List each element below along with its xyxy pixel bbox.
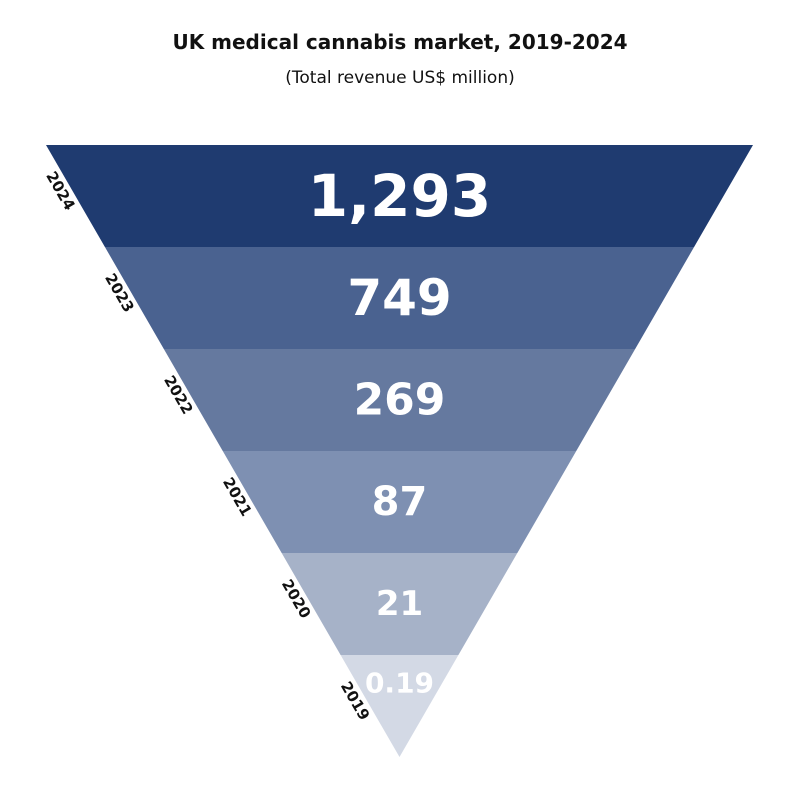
funnel-band-2023 xyxy=(104,247,695,349)
chart-subtitle: (Total revenue US$ million) xyxy=(285,68,515,88)
value-label-2021: 87 xyxy=(372,479,428,525)
value-label-2023: 749 xyxy=(347,269,451,327)
value-label-2024: 1,293 xyxy=(308,162,491,230)
funnel-band-2019 xyxy=(340,655,459,757)
funnel-band-2021 xyxy=(222,451,577,553)
funnel-band-2020 xyxy=(281,553,518,655)
funnel-band-2022 xyxy=(163,349,636,451)
value-label-2022: 269 xyxy=(354,375,446,426)
chart-title: UK medical cannabis market, 2019-2024 xyxy=(172,30,628,54)
funnel-band-2024 xyxy=(46,145,753,247)
value-label-2020: 21 xyxy=(376,584,423,624)
value-label-2019: 0.19 xyxy=(365,667,434,700)
